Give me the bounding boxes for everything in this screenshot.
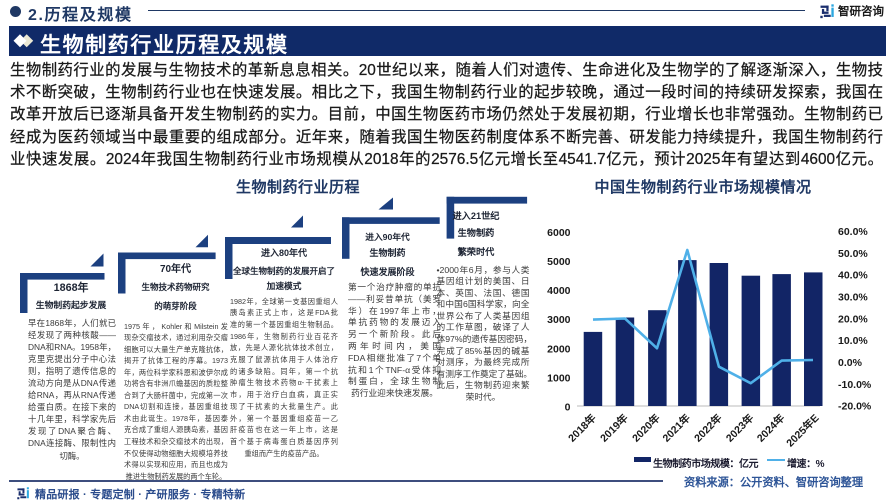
- svg-text:60.0%: 60.0%: [838, 226, 868, 238]
- svg-text:2020年: 2020年: [629, 411, 662, 444]
- svg-text:2019年: 2019年: [597, 411, 630, 444]
- svg-text:-10.0%: -10.0%: [838, 379, 872, 391]
- svg-text:2022年: 2022年: [691, 411, 724, 444]
- svg-text:2000: 2000: [547, 343, 571, 355]
- svg-text:40.0%: 40.0%: [838, 270, 868, 282]
- svg-text:-20.0%: -20.0%: [838, 401, 872, 413]
- svg-text:4000: 4000: [547, 285, 571, 297]
- svg-text:2024年: 2024年: [754, 411, 787, 444]
- svg-text:2021年: 2021年: [660, 411, 693, 444]
- svg-text:5000: 5000: [547, 256, 571, 268]
- svg-text:2025年E: 2025年E: [784, 411, 822, 449]
- svg-text:10.0%: 10.0%: [838, 335, 868, 347]
- svg-text:2023年: 2023年: [723, 411, 756, 444]
- svg-text:30.0%: 30.0%: [838, 292, 868, 304]
- svg-text:1000: 1000: [547, 372, 571, 384]
- svg-text:0: 0: [565, 402, 571, 414]
- svg-text:0.0%: 0.0%: [838, 357, 863, 369]
- svg-text:20.0%: 20.0%: [838, 313, 868, 325]
- svg-text:6000: 6000: [547, 227, 571, 239]
- svg-text:50.0%: 50.0%: [838, 248, 868, 260]
- svg-text:3000: 3000: [547, 314, 571, 326]
- svg-text:2018年: 2018年: [565, 411, 598, 444]
